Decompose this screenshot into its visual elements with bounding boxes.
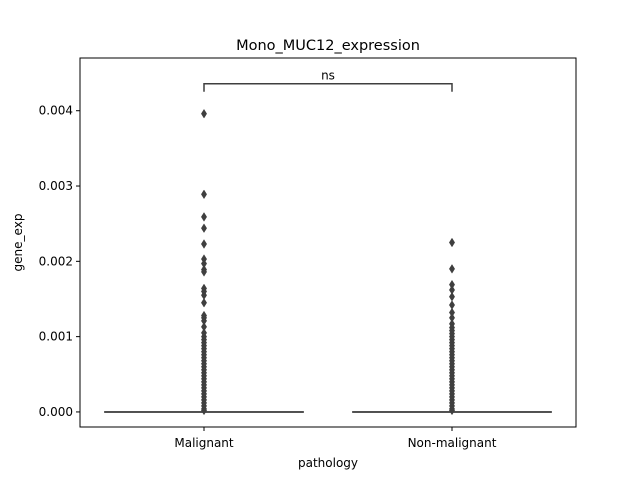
- y-tick-label: 0.004: [39, 104, 73, 118]
- x-axis-label: pathology: [298, 456, 358, 470]
- plot-area: [104, 108, 552, 416]
- outlier-point: [201, 267, 207, 277]
- outlier-point: [449, 405, 455, 416]
- y-tick-label: 0.002: [39, 254, 73, 268]
- y-axis-label: gene_exp: [11, 214, 25, 272]
- y-axis: 0.000 0.001 0.002 0.003 0.004: [39, 104, 80, 419]
- outlier-point: [201, 108, 207, 119]
- significance-bracket: [203, 82, 453, 92]
- outlier-point: [449, 291, 455, 302]
- outlier-point: [201, 212, 207, 222]
- outlier-point: [201, 223, 207, 233]
- chart-title: Mono_MUC12_expression: [236, 38, 420, 54]
- significance-label: ns: [321, 69, 335, 83]
- axes-frame: [79, 57, 577, 428]
- outlier-point: [449, 237, 455, 248]
- outlier-point: [201, 297, 207, 308]
- y-tick-label: 0.000: [39, 405, 73, 419]
- y-tick-label: 0.001: [39, 330, 73, 344]
- outlier-point: [201, 189, 207, 200]
- outlier-point: [201, 239, 207, 249]
- y-tick-label: 0.003: [39, 179, 73, 193]
- x-tick-label: Malignant: [174, 436, 234, 450]
- significance-annotation: ns: [203, 69, 453, 92]
- outlier-point: [201, 405, 207, 416]
- x-tick-label: Non-malignant: [408, 436, 497, 450]
- outlier-point: [449, 264, 455, 274]
- x-axis: Malignant Non-malignant: [174, 427, 497, 450]
